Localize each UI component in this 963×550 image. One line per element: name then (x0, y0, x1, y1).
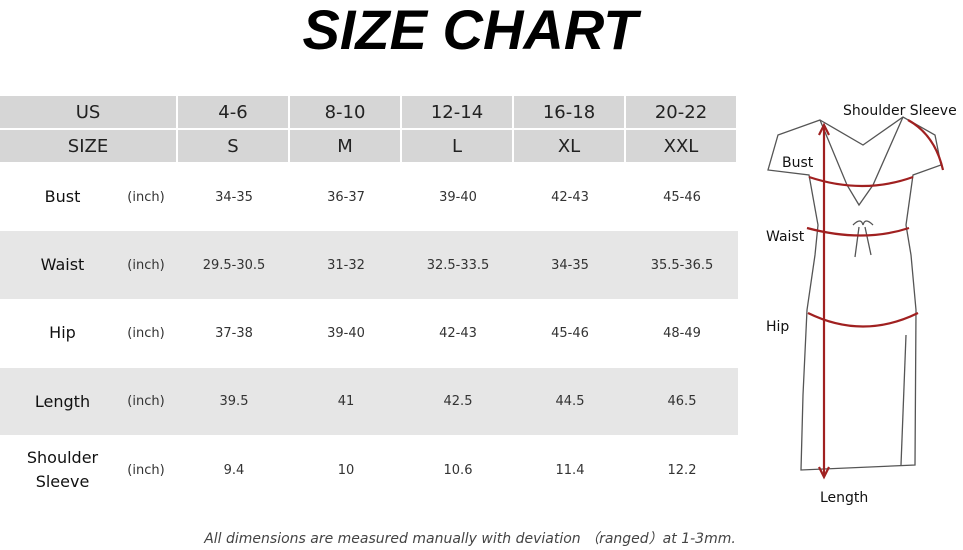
value-cell: 32.5-33.5 (426, 257, 490, 273)
row-bg (0, 368, 738, 435)
header-cell: M (290, 130, 400, 162)
diagram-label: Shoulder Sleeve (843, 103, 957, 119)
row-name: Shoulder Sleeve (26, 448, 99, 491)
value-cell: 9.4 (223, 462, 245, 478)
header-cell: XXL (626, 130, 736, 162)
row-bg (0, 231, 738, 299)
row-name: Length (34, 391, 91, 411)
value-cell: 39-40 (327, 325, 365, 341)
diagram-label: Hip (766, 319, 789, 335)
row-bg (0, 436, 738, 504)
header-cell: SIZE (0, 130, 176, 162)
header-cell: 16-18 (514, 96, 624, 128)
header-cell: US (0, 96, 176, 128)
value-cell: 34-35 (551, 257, 589, 273)
diagram-label: Bust (782, 155, 814, 171)
value-cell: 31-32 (327, 257, 365, 273)
value-cell: 29.5-30.5 (202, 257, 266, 273)
row-bg (0, 300, 738, 366)
value-cell: 10.6 (443, 462, 473, 478)
value-cell: 11.4 (555, 462, 585, 478)
row-unit: (inch) (127, 257, 165, 273)
value-cell: 12.2 (667, 462, 697, 478)
row-name: Waist (40, 255, 85, 274)
value-cell: 45-46 (551, 325, 589, 341)
value-cell: 41 (337, 394, 355, 409)
header-cell: 8-10 (290, 96, 400, 128)
header-cell: S (178, 130, 288, 162)
value-cell: 48-49 (663, 325, 701, 341)
row-unit: (inch) (127, 189, 165, 205)
header-cell: XL (514, 130, 624, 162)
value-cell: 42.5 (443, 394, 473, 409)
value-cell: 42-43 (439, 325, 477, 341)
value-cell: 35.5-36.5 (650, 257, 714, 273)
title: SIZE CHART (302, 0, 638, 61)
value-cell: 42-43 (551, 189, 589, 205)
diagram-label: Length (820, 490, 868, 506)
value-cell: 37-38 (215, 325, 253, 341)
diagram-label: Waist (766, 229, 805, 245)
value-cell: 10 (337, 462, 355, 478)
header-cell: 4-6 (178, 96, 288, 128)
value-cell: 39.5 (219, 394, 249, 409)
value-cell: 45-46 (663, 189, 701, 205)
value-cell: 34-35 (215, 189, 253, 205)
dress-diagram: Shoulder Sleeve Bust Waist Hip Length (766, 103, 957, 506)
value-cell: 44.5 (555, 394, 585, 409)
value-cell: 39-40 (439, 189, 477, 205)
row-bg (0, 165, 738, 229)
row-name: Bust (44, 187, 81, 206)
value-cell: 36-37 (327, 189, 365, 205)
row-name: Hip (49, 323, 76, 342)
row-unit: (inch) (127, 462, 165, 478)
header-cell: L (402, 130, 512, 162)
row-unit: (inch) (127, 325, 165, 341)
row-unit: (inch) (127, 394, 165, 409)
header-cell: 20-22 (626, 96, 736, 128)
header-cell: 12-14 (402, 96, 512, 128)
footnote: All dimensions are measured manually wit… (204, 531, 736, 547)
value-cell: 46.5 (667, 394, 697, 409)
